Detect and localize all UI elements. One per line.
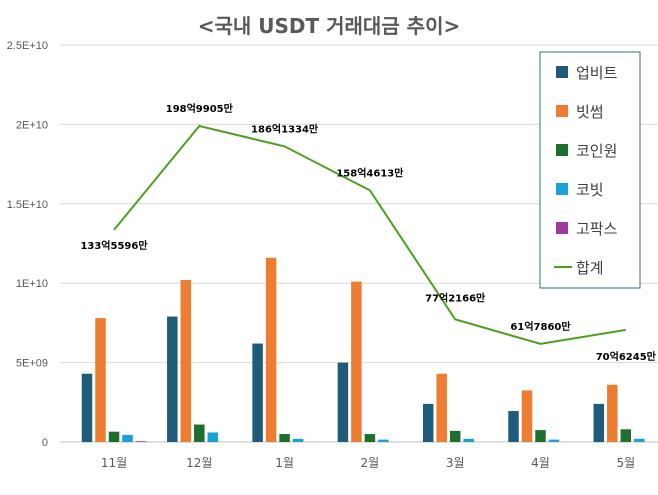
x-axis: 11월 12월 1월 2월 3월 4월 5월 <box>101 456 635 470</box>
bar-코인원-5월 <box>620 429 632 442</box>
legend-swatch <box>556 144 568 156</box>
legend-swatch <box>556 183 568 195</box>
y-tick-label: 2E+10 <box>16 119 48 131</box>
data-label-total: 77억2166만 <box>425 291 486 304</box>
legend-label: 합계 <box>576 259 604 277</box>
bar-업비트-4월 <box>508 411 519 442</box>
legend-label: 코인원 <box>576 142 617 160</box>
data-label-total: 133억5596만 <box>80 239 148 252</box>
legend-swatch <box>556 66 568 78</box>
bar-코인원-12월 <box>194 424 205 442</box>
bar-코빗-3월 <box>463 438 474 442</box>
data-labels: 133억5596만 198억9905만 186억1334만 158억4613만 77억2… <box>80 102 656 363</box>
legend-label: 빗썸 <box>576 103 604 121</box>
legend-swatch <box>556 222 568 234</box>
bar-코빗-2월 <box>378 439 389 442</box>
bar-코빗-1월 <box>292 438 304 442</box>
bar-업비트-12월 <box>167 316 178 442</box>
y-tick-label: 5E+09 <box>16 358 48 370</box>
legend-label: 업비트 <box>576 64 618 82</box>
bar-빗썸-12월 <box>180 280 192 442</box>
bar-코빗-5월 <box>634 438 645 442</box>
x-tick-label: 3월 <box>446 456 465 470</box>
bar-코인원-3월 <box>449 430 461 442</box>
bar-빗썸-4월 <box>521 390 533 442</box>
y-tick-label: 1E+10 <box>16 278 48 290</box>
x-tick-label: 12월 <box>186 456 212 470</box>
data-label-total: 70억6245만 <box>596 350 657 363</box>
data-label-total: 61억7860만 <box>510 320 571 333</box>
bar-업비트-1월 <box>252 343 263 442</box>
bar-코빗-11월 <box>122 434 133 442</box>
bar-코인원-11월 <box>108 431 120 442</box>
bar-코인원-1월 <box>279 434 290 442</box>
bar-코인원-2월 <box>364 434 376 442</box>
bar-빗썸-3월 <box>436 373 447 442</box>
x-tick-label: 4월 <box>531 456 550 470</box>
data-label-total: 186억1334만 <box>251 122 319 135</box>
legend-label: 코빗 <box>576 181 604 199</box>
total-line <box>113 124 626 345</box>
y-tick-label: 2.5E+10 <box>7 40 48 52</box>
y-tick-label: 0 <box>42 437 48 449</box>
legend-box <box>539 51 641 289</box>
bar-빗썸-1월 <box>265 257 277 442</box>
y-axis: 0 5E+09 1E+10 1.5E+10 2E+10 2.5E+10 <box>7 40 48 449</box>
bar-업비트-5월 <box>593 403 605 442</box>
legend-swatch <box>556 105 568 117</box>
bar-업비트-3월 <box>422 403 434 442</box>
bar-코인원-4월 <box>535 430 546 442</box>
total-line-path <box>113 124 626 345</box>
x-tick-label: 11월 <box>101 456 127 470</box>
y-tick-label: 1.5E+10 <box>7 199 48 211</box>
data-label-total: 158억4613만 <box>336 166 404 179</box>
bar-업비트-2월 <box>337 362 349 442</box>
bar-코빗-4월 <box>548 439 560 442</box>
chart-title: <국내 USDT 거래대금 추이> <box>198 14 461 38</box>
bar-업비트-11월 <box>81 373 93 442</box>
data-label-total: 198억9905만 <box>166 102 234 115</box>
x-tick-label: 1월 <box>275 456 294 470</box>
bar-빗썸-5월 <box>607 384 618 442</box>
bar-빗썸-2월 <box>351 281 362 442</box>
bar-빗썸-11월 <box>95 318 106 442</box>
legend-label: 고팍스 <box>576 220 618 238</box>
bars <box>81 257 645 442</box>
x-tick-label: 2월 <box>361 456 380 470</box>
bar-고팍스-11월 <box>135 441 147 442</box>
bar-코빗-12월 <box>207 432 219 442</box>
x-tick-label: 5월 <box>616 456 635 470</box>
